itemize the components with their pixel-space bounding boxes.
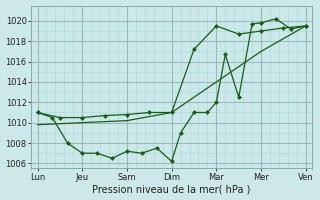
X-axis label: Pression niveau de la mer( hPa ): Pression niveau de la mer( hPa )	[92, 184, 251, 194]
